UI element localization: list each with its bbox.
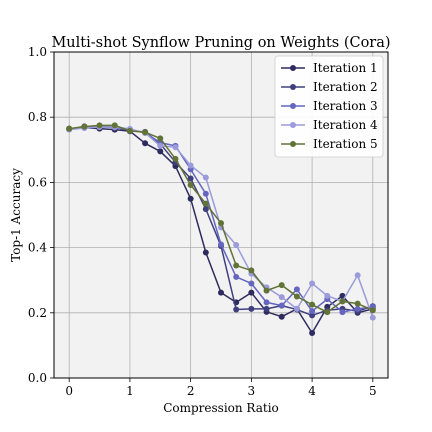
data-point xyxy=(96,122,103,129)
legend-box xyxy=(274,55,384,158)
data-point xyxy=(278,294,285,301)
data-point xyxy=(293,293,300,300)
legend-item: Iteration 1 xyxy=(281,61,378,75)
data-point xyxy=(233,241,240,248)
y-tick-label: 0.0 xyxy=(28,371,47,385)
data-point xyxy=(309,308,316,315)
data-point xyxy=(233,306,240,313)
data-point xyxy=(248,267,255,274)
data-point xyxy=(187,182,194,189)
legend-label: Iteration 1 xyxy=(313,61,378,75)
data-point xyxy=(157,148,164,155)
legend-item: Iteration 3 xyxy=(281,99,378,113)
data-point xyxy=(309,280,316,287)
data-point xyxy=(202,206,209,213)
data-point xyxy=(369,314,376,321)
legend-marker xyxy=(290,141,296,147)
data-point xyxy=(309,312,316,319)
data-point xyxy=(233,262,240,269)
data-point xyxy=(218,289,224,296)
x-axis: 0 1 2 3 4 5 xyxy=(65,378,377,398)
data-point xyxy=(81,123,88,130)
series-layer xyxy=(66,122,376,337)
legend-label: Iteration 5 xyxy=(313,137,378,151)
data-point xyxy=(309,330,316,337)
data-point xyxy=(202,200,209,207)
data-point xyxy=(263,305,270,312)
legend-label: Iteration 3 xyxy=(313,99,378,113)
data-point xyxy=(324,292,331,299)
legend-label: Iteration 2 xyxy=(313,80,378,94)
data-point xyxy=(66,125,73,132)
data-point xyxy=(202,249,209,256)
data-point xyxy=(309,301,316,308)
data-point xyxy=(369,307,376,314)
data-point xyxy=(278,313,285,320)
data-point xyxy=(218,241,224,248)
y-tick-label: 0.2 xyxy=(28,306,47,320)
x-axis-label: Compression Ratio xyxy=(163,401,279,415)
legend-marker xyxy=(290,122,296,128)
data-point xyxy=(142,129,149,136)
data-point xyxy=(126,127,133,134)
data-point xyxy=(278,282,285,289)
x-tick-label: 4 xyxy=(308,384,316,398)
data-point xyxy=(111,122,118,129)
data-point xyxy=(142,140,149,147)
x-tick-label: 3 xyxy=(248,384,256,398)
data-point xyxy=(293,305,300,312)
data-point xyxy=(172,144,179,151)
data-point xyxy=(157,142,164,149)
data-point xyxy=(263,299,270,306)
data-point xyxy=(354,305,361,312)
data-point xyxy=(248,289,255,296)
legend-item: Iteration 5 xyxy=(281,137,378,151)
legend-marker xyxy=(290,65,296,71)
data-point xyxy=(293,286,300,293)
y-axis: 0.0 0.2 0.4 0.6 0.8 1.0 xyxy=(28,45,54,385)
data-point xyxy=(263,287,270,294)
x-tick-label: 1 xyxy=(126,384,134,398)
data-point xyxy=(218,220,224,227)
data-point xyxy=(187,195,194,202)
data-point xyxy=(354,300,361,307)
legend-label: Iteration 4 xyxy=(313,118,378,132)
data-point xyxy=(187,162,194,169)
legend-marker xyxy=(290,103,296,109)
data-point xyxy=(339,298,346,305)
data-point xyxy=(248,305,255,312)
legend-marker xyxy=(290,84,296,90)
y-tick-label: 0.4 xyxy=(28,241,47,255)
data-point xyxy=(202,174,209,181)
data-point xyxy=(233,273,240,280)
data-point xyxy=(172,155,179,162)
data-point xyxy=(339,309,346,316)
data-point xyxy=(202,190,209,197)
x-tick-label: 0 xyxy=(65,384,73,398)
chart-title: Multi-shot Synflow Pruning on Weights (C… xyxy=(51,35,390,51)
legend-item: Iteration 4 xyxy=(281,118,378,132)
data-point xyxy=(157,135,164,142)
y-tick-label: 1.0 xyxy=(28,45,47,59)
data-point xyxy=(354,272,361,279)
data-point xyxy=(248,280,255,287)
data-point xyxy=(187,175,194,182)
data-point xyxy=(324,309,331,316)
legend: Iteration 1 Iteration 2 Iteration 3 Iterati… xyxy=(274,55,384,158)
plot-frame xyxy=(53,51,389,379)
x-tick-label: 2 xyxy=(187,384,195,398)
y-tick-label: 0.8 xyxy=(28,110,47,124)
series-5 xyxy=(66,122,376,316)
x-tick-label: 5 xyxy=(369,384,377,398)
y-axis-label: Top-1 Accuracy xyxy=(9,168,23,262)
legend-item: Iteration 2 xyxy=(281,80,378,94)
data-point xyxy=(278,302,285,309)
y-tick-label: 0.6 xyxy=(28,175,47,189)
